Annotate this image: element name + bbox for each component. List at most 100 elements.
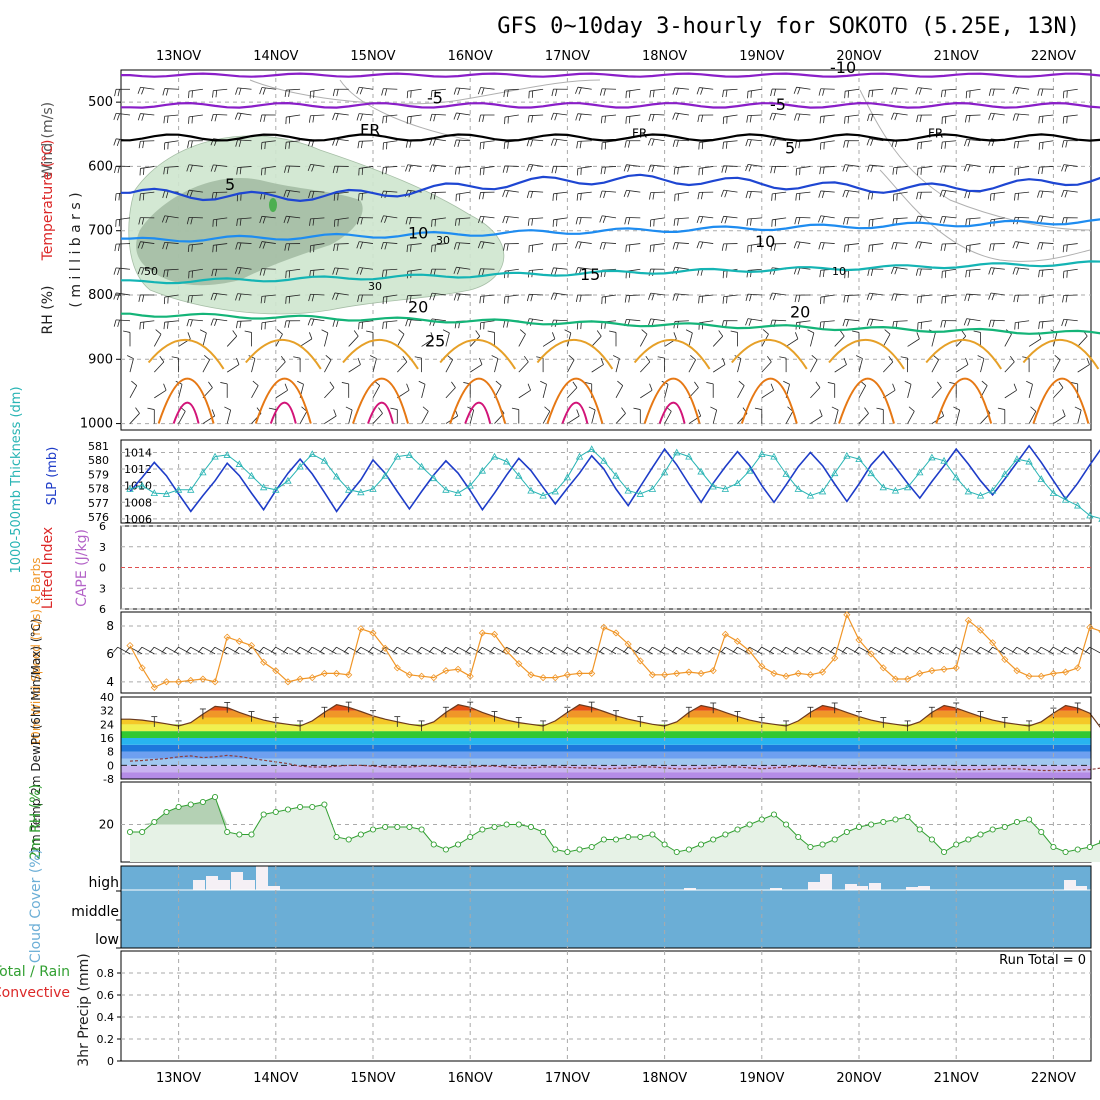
wind-barb: [696, 87, 700, 95]
isotherm-label-25: 25: [425, 331, 445, 350]
wind-barb: [747, 318, 762, 322]
wind-barb: [431, 292, 446, 296]
wind-barb: [747, 138, 762, 142]
wind-barb: [651, 319, 655, 327]
wind-barb: [940, 90, 943, 98]
rh2m-area: [130, 797, 1100, 862]
wind-barb: [815, 381, 821, 388]
wind-barb: [1063, 318, 1078, 322]
wind-barb: [615, 385, 624, 399]
wind-barb: [1026, 380, 1033, 385]
wind10-barb: [1077, 646, 1091, 655]
wind-barb: [628, 244, 631, 252]
wind10-point: [551, 674, 559, 682]
wind-barb: [676, 242, 679, 250]
wind-barb: [576, 141, 579, 149]
wind-barb: [1013, 383, 1017, 391]
wind-barb: [220, 382, 228, 385]
wind10-barb: [530, 646, 544, 655]
cloud-high-bar: [218, 880, 230, 890]
rh2m-point: [151, 818, 158, 826]
rh2m-point: [1026, 816, 1033, 823]
wind-barb: [650, 138, 665, 142]
wind-barb: [931, 359, 939, 373]
wind-barb: [1036, 215, 1040, 223]
wind-barb: [673, 167, 676, 175]
wind-barb: [188, 164, 203, 167]
wind-barb: [142, 141, 145, 149]
wind-barb: [1012, 241, 1016, 249]
wind-barb: [481, 241, 485, 249]
wind-barb: [988, 112, 992, 120]
wind-barb: [1013, 141, 1016, 149]
wind-barb: [324, 415, 337, 424]
rh2m-point: [357, 831, 364, 838]
rh2m-point: [928, 836, 935, 843]
rh2m-point: [758, 816, 765, 823]
wind-barb: [456, 242, 471, 244]
wind-barb: [236, 218, 238, 226]
wind-barb: [555, 193, 558, 201]
wind-barb: [651, 114, 655, 122]
wind-barb: [115, 193, 117, 201]
wind-barb: [973, 330, 981, 333]
wind-barb: [628, 116, 631, 124]
thickness-point: [1086, 511, 1094, 519]
wind-barb: [503, 296, 506, 304]
rh-contour-label: 30: [368, 280, 382, 293]
thickness-point: [782, 470, 790, 477]
wind-barb: [966, 88, 981, 92]
wind-barb: [834, 335, 845, 347]
thickness-point: [515, 471, 523, 479]
isotherm-25-arc: [536, 338, 614, 370]
wind10-point: [381, 644, 389, 652]
wind-barb: [867, 192, 870, 200]
wind-barb: [504, 294, 519, 298]
wind-barb: [167, 321, 169, 329]
wind-barb: [599, 88, 603, 96]
cloud-high-bar: [206, 876, 218, 890]
wind10-point: [1074, 664, 1082, 672]
wind10-barb: [542, 646, 556, 655]
top-date-labels: 13NOV 14NOV 15NOV 16NOV 17NOV 18NOV 19NOV 20NOV…: [156, 49, 1076, 64]
wind-barb: [846, 140, 849, 148]
wind-barb: [214, 114, 218, 122]
wind-barb: [252, 380, 259, 386]
wind-barb: [224, 406, 231, 411]
wind-barb: [907, 338, 920, 347]
wind-barb: [259, 114, 263, 122]
lifted-tick-label: 3: [99, 582, 106, 595]
wind-barb: [990, 112, 1005, 116]
wind10-barb: [554, 646, 568, 655]
wind-barb: [737, 358, 742, 373]
wind-barb: [226, 335, 238, 347]
wind-barb: [383, 215, 398, 219]
wind-barb: [651, 293, 655, 301]
wind-barb: [214, 269, 218, 277]
wind10-point: [904, 675, 912, 683]
wind-barb: [918, 87, 922, 95]
isotherm-25-arc: [245, 338, 322, 370]
wind-barb: [1039, 140, 1054, 144]
wind-barb: [477, 241, 482, 249]
wind-barb: [648, 293, 652, 300]
wind-barb: [383, 140, 398, 144]
wind10-barb: [664, 646, 677, 655]
thickness-point: [1049, 489, 1058, 497]
wind-barb: [263, 114, 266, 122]
upper-tick-label: 600: [88, 159, 113, 174]
wind-barb: [730, 330, 738, 333]
wind-barb: [481, 87, 485, 95]
wind-barb: [696, 241, 700, 249]
wind-barb: [845, 190, 849, 198]
wind-barb: [685, 329, 693, 334]
wind-barb: [965, 270, 967, 278]
wind-barb: [358, 140, 374, 142]
wind-barb: [603, 242, 606, 250]
rh2m-point: [977, 831, 984, 838]
wind-barb: [890, 112, 895, 120]
thickness-point: [527, 486, 535, 494]
wind-barb: [676, 140, 679, 148]
wind-barb: [310, 293, 325, 296]
wind-barb: [674, 266, 689, 270]
